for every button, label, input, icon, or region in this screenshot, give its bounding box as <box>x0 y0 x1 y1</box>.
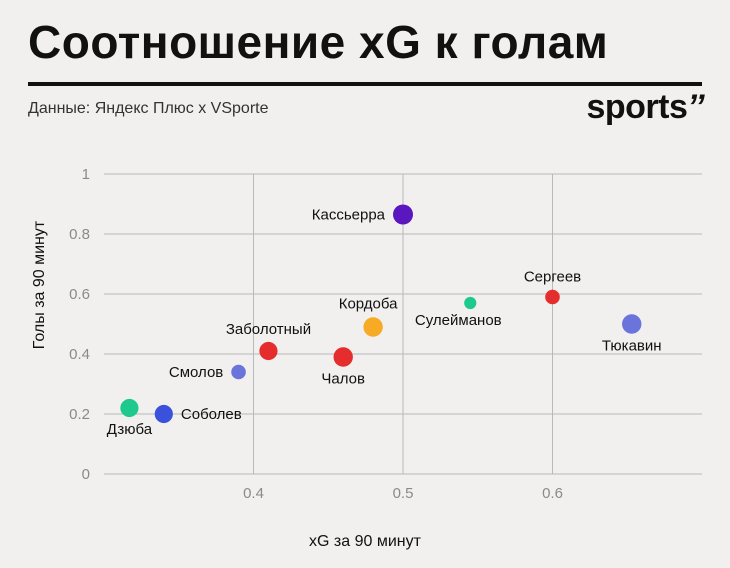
point-label: Смолов <box>169 364 223 381</box>
point-label: Кассьерра <box>312 207 386 224</box>
y-tick-label: 0.4 <box>69 346 90 363</box>
logo-text: sports <box>586 88 688 126</box>
sports-logo: sports’’ <box>586 88 704 127</box>
point-label: Сергеев <box>524 269 581 286</box>
chart-title: Соотношение xG к голам <box>28 16 609 68</box>
point-label: Дзюба <box>107 421 153 438</box>
point-label: Чалов <box>321 371 365 388</box>
point-Дзюба <box>120 398 139 418</box>
chart-point-labels: Кассьерра Сергеев Сулейманов Тюкавин Кордоба… <box>107 207 662 439</box>
point-Сергеев <box>545 289 560 305</box>
point-Заболотный <box>259 341 278 361</box>
point-Чалов <box>333 347 353 367</box>
point-Сулейманов <box>464 296 477 310</box>
y-axis-label: Голы за 90 минут <box>31 220 48 349</box>
y-tick-label: 1 <box>82 166 90 183</box>
x-tick-label: 0.4 <box>243 485 264 502</box>
point-label: Кордоба <box>339 295 398 312</box>
point-label: Соболев <box>181 406 242 423</box>
title-rule <box>28 82 702 86</box>
point-Кассьерра <box>393 204 413 225</box>
x-axis-label: xG за 90 минут <box>309 533 422 550</box>
chart-points <box>120 204 642 424</box>
data-source-caption: Данные: Яндекс Плюс x VSporte <box>28 100 269 117</box>
point-Смолов <box>231 364 246 380</box>
point-label: Сулейманов <box>415 312 502 329</box>
point-Соболев <box>154 404 173 424</box>
y-tick-label: 0.2 <box>69 406 90 423</box>
point-Тюкавин <box>622 314 642 334</box>
logo-mark: ’’ <box>687 88 704 126</box>
point-label: Тюкавин <box>602 338 662 355</box>
x-tick-label: 0.5 <box>393 485 414 502</box>
point-label: Заболотный <box>226 321 311 338</box>
point-Кордоба <box>363 317 383 337</box>
y-tick-label: 0.6 <box>69 286 90 303</box>
chart-grid <box>104 173 702 475</box>
y-tick-label: 0 <box>82 466 90 483</box>
x-tick-label: 0.6 <box>542 485 563 502</box>
chart-ticks: 0 0.2 0.4 0.6 0.8 1 0.4 0.5 0.6 <box>69 166 563 502</box>
y-tick-label: 0.8 <box>69 226 90 243</box>
